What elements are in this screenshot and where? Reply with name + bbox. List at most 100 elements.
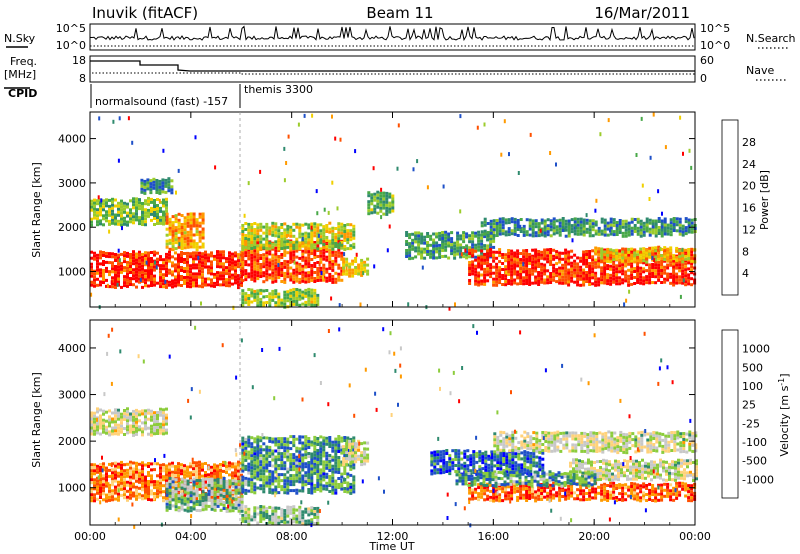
data-cell — [127, 116, 130, 121]
data-cell — [331, 247, 335, 251]
data-cell — [164, 279, 167, 284]
data-cell — [501, 268, 505, 271]
data-cell — [477, 259, 481, 263]
data-cell — [183, 279, 186, 282]
data-cell — [444, 233, 448, 237]
data-cell — [359, 302, 362, 307]
data-cell — [528, 259, 532, 262]
data-cell — [307, 293, 311, 297]
data-cell — [111, 420, 114, 424]
data-cell — [441, 246, 445, 249]
data-cell — [438, 231, 442, 235]
data-cell — [201, 270, 204, 274]
data-cell — [219, 469, 222, 472]
data-cell — [259, 300, 263, 304]
data-cell — [531, 260, 535, 264]
data-cell — [274, 225, 278, 229]
data-cell — [244, 437, 248, 441]
data-cell — [123, 284, 126, 288]
data-cell — [99, 201, 102, 205]
data-cell — [397, 123, 400, 128]
data-cell — [141, 276, 144, 280]
data-cell — [140, 187, 144, 191]
data-cell — [331, 455, 335, 459]
data-cell — [108, 285, 111, 289]
data-cell — [120, 466, 123, 470]
data-cell — [138, 468, 141, 472]
data-cell — [90, 271, 93, 275]
data-cell — [105, 481, 108, 485]
data-cell — [513, 254, 517, 258]
data-cell — [573, 274, 577, 278]
data-cell — [465, 244, 469, 248]
data-cell — [192, 242, 196, 246]
data-cell — [423, 247, 427, 251]
data-cell — [120, 415, 123, 419]
data-cell — [507, 233, 511, 237]
data-cell — [216, 280, 219, 284]
data-cell — [129, 412, 132, 416]
data-cell — [277, 458, 281, 462]
data-cell — [405, 231, 409, 234]
data-cell — [210, 495, 213, 499]
data-cell — [337, 459, 341, 462]
data-cell — [672, 277, 676, 281]
data-cell — [498, 281, 502, 285]
data-cell — [271, 440, 275, 444]
data-cell — [155, 182, 159, 185]
data-cell — [108, 204, 111, 208]
data-cell — [259, 266, 263, 269]
data-cell — [687, 218, 691, 222]
data-cell — [219, 256, 222, 260]
data-cell — [663, 255, 667, 259]
data-cell — [289, 465, 293, 469]
data-cell — [495, 225, 499, 228]
data-cell — [222, 280, 225, 284]
data-cell — [507, 264, 511, 267]
data-cell — [231, 479, 235, 483]
data-cell — [195, 242, 199, 246]
data-cell — [486, 247, 490, 251]
data-cell — [247, 251, 251, 255]
nsearch-tick-top: 10^5 — [700, 22, 730, 35]
data-cell — [322, 254, 326, 258]
data-cell — [336, 206, 339, 211]
data-cell — [492, 283, 496, 287]
data-cell — [165, 258, 168, 262]
data-cell — [195, 251, 198, 255]
data-cell — [426, 244, 430, 247]
data-cell — [328, 260, 332, 264]
data-cell — [213, 275, 216, 279]
data-cell — [256, 304, 260, 308]
data-cell — [111, 492, 114, 496]
data-cell — [669, 227, 673, 231]
data-cell — [301, 249, 305, 253]
data-cell — [247, 297, 251, 300]
data-cell — [456, 249, 460, 253]
data-cell — [126, 410, 129, 414]
data-cell — [147, 202, 150, 206]
data-cell — [216, 265, 219, 269]
data-cell — [274, 470, 278, 474]
data-cell — [328, 481, 332, 484]
data-cell — [201, 282, 204, 286]
data-cell — [663, 265, 667, 269]
data-cell — [108, 213, 111, 217]
data-cell — [513, 223, 517, 227]
data-cell — [405, 249, 409, 252]
data-cell — [141, 255, 144, 259]
data-cell — [186, 218, 190, 222]
data-cell — [507, 279, 511, 282]
data-cell — [234, 254, 237, 258]
data-cell — [93, 278, 96, 282]
data-cell — [612, 258, 616, 262]
data-cell — [331, 476, 335, 480]
data-cell — [141, 479, 144, 483]
data-cell — [99, 420, 102, 424]
data-cell — [108, 462, 111, 466]
data-cell — [135, 285, 138, 289]
data-cell — [561, 275, 565, 279]
data-cell — [168, 497, 172, 501]
data-cell — [654, 251, 658, 255]
